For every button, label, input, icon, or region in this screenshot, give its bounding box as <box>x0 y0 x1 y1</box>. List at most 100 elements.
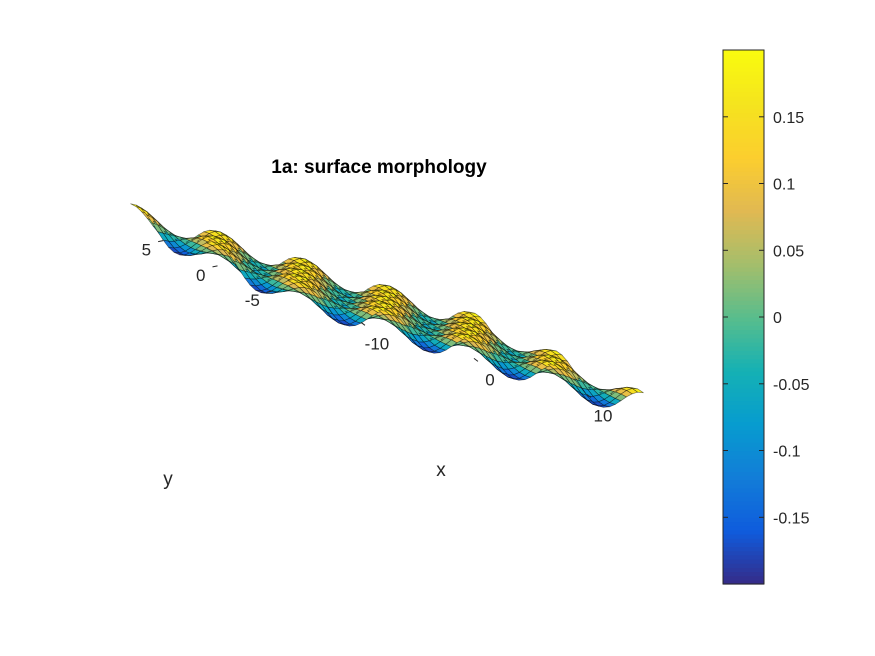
colorbar-segment <box>723 79 764 84</box>
colorbar-segment <box>723 129 764 135</box>
y-tick-label: -5 <box>245 291 260 310</box>
x-tick-mark <box>586 394 592 398</box>
colorbar-segment <box>723 141 764 147</box>
colorbar-tick-label: 0 <box>773 310 782 327</box>
colorbar-segment <box>723 204 764 210</box>
colorbar-segment <box>723 358 764 364</box>
colorbar-segment <box>723 517 764 523</box>
colorbar-segment <box>723 329 764 335</box>
colorbar-segment <box>723 196 764 201</box>
colorbar-segment <box>723 396 764 402</box>
y-tick-mark <box>158 240 164 243</box>
colorbar-segment <box>723 346 764 351</box>
colorbar-segment <box>723 62 764 68</box>
colorbar-segment <box>723 70 764 76</box>
colorbar-segment <box>723 162 764 168</box>
colorbar-segment <box>723 300 764 306</box>
colorbar-segment <box>723 442 764 447</box>
colorbar-segment <box>723 279 764 285</box>
colorbar-segment <box>723 100 764 105</box>
colorbar-segment <box>723 108 764 114</box>
colorbar-segment <box>723 170 764 176</box>
colorbar-segment <box>723 513 764 518</box>
colorbar-segment <box>723 50 764 55</box>
colorbar-segment <box>723 275 764 281</box>
colorbar-segment <box>723 458 764 464</box>
colorbar-segment <box>723 546 764 552</box>
colorbar-segment <box>723 333 764 339</box>
colorbar-segment <box>723 166 764 172</box>
colorbar-segment <box>723 575 764 581</box>
colorbar-segment <box>723 179 764 185</box>
colorbar-tick-label: -0.15 <box>773 510 810 527</box>
colorbar-segment <box>723 191 764 197</box>
x-axis-label: x <box>436 460 446 481</box>
x-tick-label: 10 <box>593 407 612 426</box>
colorbar-segment <box>723 271 764 276</box>
surface-face <box>631 388 644 394</box>
colorbar-segment <box>723 542 764 548</box>
colorbar-segment <box>723 325 764 331</box>
colorbar-segment <box>723 75 764 80</box>
colorbar-segment <box>723 54 764 59</box>
colorbar-segment <box>723 579 764 585</box>
colorbar-tick-label: -0.05 <box>773 377 810 394</box>
colorbar-segment <box>723 408 764 414</box>
colorbar-segment <box>723 483 764 489</box>
colorbar-tick-label: -0.1 <box>773 444 801 461</box>
colorbar-segment <box>723 387 764 393</box>
colorbar-segment <box>723 317 764 322</box>
colorbar-segment <box>723 183 764 189</box>
colorbar-segment <box>723 83 764 89</box>
colorbar-segment <box>723 233 764 239</box>
colorbar-segment <box>723 500 764 506</box>
colorbar-tick-label: 0.1 <box>773 177 795 194</box>
colorbar-segment <box>723 558 764 564</box>
colorbar-segment <box>723 533 764 539</box>
colorbar-segment <box>723 150 764 155</box>
colorbar-segment <box>723 383 764 389</box>
colorbar-segment <box>723 525 764 531</box>
colorbar-segment <box>723 200 764 205</box>
colorbar-segment <box>723 225 764 230</box>
colorbar-segment <box>723 212 764 218</box>
colorbar-segment <box>723 304 764 310</box>
colorbar-segment <box>723 95 764 101</box>
colorbar-segment <box>723 337 764 343</box>
colorbar-segment <box>723 492 764 497</box>
colorbar-segment <box>723 550 764 556</box>
colorbar-segment <box>723 504 764 510</box>
colorbar-segment <box>723 479 764 485</box>
colorbar-segment <box>723 154 764 160</box>
colorbar-segment <box>723 350 764 356</box>
colorbar-segment <box>723 137 764 143</box>
colorbar-segment <box>723 454 764 460</box>
colorbar-segment <box>723 446 764 452</box>
colorbar-segment <box>723 567 764 573</box>
colorbar-segment <box>723 392 764 397</box>
colorbar-segment <box>723 116 764 122</box>
x-tick-mark <box>360 321 366 326</box>
colorbar-segment <box>723 404 764 410</box>
colorbar-segment <box>723 463 764 468</box>
x-tick-label: -10 <box>365 334 390 353</box>
colorbar-tick-label: 0.05 <box>773 243 804 260</box>
colorbar-segment <box>723 145 764 151</box>
colorbar-segment <box>723 308 764 314</box>
axes: -10 0 10 -5 0 5 <box>142 240 612 426</box>
colorbar-segment <box>723 571 764 577</box>
colorbar-segment <box>723 296 764 301</box>
colorbar-segment <box>723 321 764 326</box>
colorbar-segment <box>723 496 764 502</box>
colorbar-segment <box>723 467 764 472</box>
colorbar-segment <box>723 529 764 535</box>
colorbar-segment <box>723 175 764 180</box>
colorbar-segment <box>723 104 764 109</box>
colorbar-segment <box>723 241 764 247</box>
colorbar-segment <box>723 66 764 72</box>
colorbar-segment <box>723 312 764 318</box>
colorbar-segment <box>723 425 764 431</box>
colorbar-segment <box>723 229 764 235</box>
colorbar-segment <box>723 371 764 376</box>
